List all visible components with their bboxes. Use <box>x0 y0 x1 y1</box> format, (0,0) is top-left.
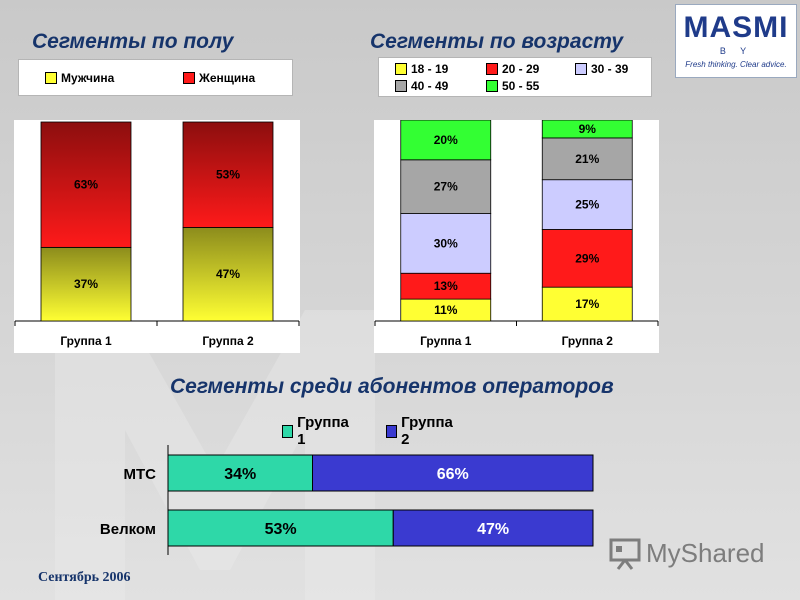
x-tick-label: Группа 1 <box>60 334 112 348</box>
myshared-watermark: MyShared <box>608 536 765 570</box>
data-label: 9% <box>579 122 597 136</box>
legend-swatch <box>183 72 195 84</box>
data-label: 66% <box>437 466 469 483</box>
age-chart: 11% 13% 30% 27% 20% Группа 1 17% 29% 25% 21% 9% Гру… <box>374 120 659 348</box>
legend-label: 30 - 39 <box>591 62 629 76</box>
legend-swatch <box>386 424 398 438</box>
bar-segment <box>541 137 633 181</box>
legend-item-group2: Группа 2 <box>386 414 455 448</box>
bar-segment <box>312 454 594 492</box>
logo-sub: B Y <box>719 46 753 56</box>
data-label: 20% <box>434 133 458 147</box>
y-tick-label: МТС <box>124 466 157 483</box>
presentation-icon <box>609 538 641 570</box>
data-label: 29% <box>575 251 599 265</box>
legend-item-group1: Группа 1 <box>282 414 351 448</box>
legend-label: 20 - 29 <box>502 62 540 76</box>
legend-swatch <box>395 63 407 75</box>
data-label: 53% <box>216 168 240 182</box>
y-tick-label: Велком <box>100 521 156 538</box>
legend-item-18-19: 18 - 19 <box>395 62 448 76</box>
bar-segment <box>541 179 633 230</box>
footer-date: Сентябрь 2006 <box>38 570 131 585</box>
bar-segment <box>400 120 492 161</box>
bar-segment <box>541 120 633 139</box>
legend-item-male: Мужчина <box>45 71 114 85</box>
bar-segment <box>182 227 274 322</box>
gender-legend: Мужчина Женщина <box>18 59 293 96</box>
data-label: 37% <box>74 277 98 291</box>
legend-item-50-55: 50 - 55 <box>486 79 539 93</box>
logo-tagline: Fresh thinking. Clear advice. <box>685 60 787 69</box>
bar-segment <box>400 159 492 214</box>
operators-chart: 34% 66% МТС 53% 47% Велком <box>100 445 594 555</box>
data-label: 13% <box>434 279 458 293</box>
logo-brand: MASMI <box>683 11 789 44</box>
legend-label: Женщина <box>199 71 256 85</box>
legend-label: Группа 1 <box>297 414 349 448</box>
data-label: 25% <box>575 198 599 212</box>
legend-item-20-29: 20 - 29 <box>486 62 539 76</box>
data-label: 47% <box>477 521 509 538</box>
bar-segment <box>182 121 274 228</box>
bar-segment <box>392 509 594 547</box>
bar-segment <box>400 272 492 300</box>
legend-item-female: Женщина <box>183 71 255 85</box>
watermark-text: MyShared <box>646 537 765 568</box>
masmi-logo: MASMI B Y Fresh thinking. Clear advice. <box>675 4 797 78</box>
x-tick-label: Группа 2 <box>202 334 254 348</box>
legend-item-30-39: 30 - 39 <box>575 62 628 76</box>
age-legend: 18 - 19 20 - 29 30 - 39 40 - 49 50 - 55 <box>378 57 652 97</box>
data-label: 17% <box>575 297 599 311</box>
data-label: 30% <box>434 236 458 250</box>
data-label: 53% <box>265 521 297 538</box>
bar-segment <box>40 246 132 322</box>
bar-segment <box>541 229 633 288</box>
data-label: 27% <box>434 180 458 194</box>
bar-segment <box>541 286 633 322</box>
data-label: 34% <box>224 466 256 483</box>
legend-label: Мужчина <box>61 71 115 85</box>
legend-label: 50 - 55 <box>502 79 540 93</box>
data-label: 11% <box>434 303 458 317</box>
x-tick-label: Группа 1 <box>420 334 472 348</box>
legend-label: 18 - 19 <box>411 62 449 76</box>
x-tick-label: Группа 2 <box>562 334 614 348</box>
age-chart-title: Сегменты по возрасту <box>370 30 624 53</box>
bar-segment <box>40 121 132 248</box>
data-label: 47% <box>216 267 240 281</box>
legend-label: 40 - 49 <box>411 79 449 93</box>
gender-chart: 37% 63% Группа 1 47% 53% Группа 2 <box>14 121 300 348</box>
gender-chart-title: Сегменты по полу <box>32 30 234 53</box>
legend-swatch <box>282 424 294 438</box>
legend-swatch <box>45 72 57 84</box>
legend-label: Группа 2 <box>401 414 453 448</box>
data-label: 21% <box>575 152 599 166</box>
data-label: 63% <box>74 178 98 192</box>
operators-chart-title: Сегменты среди абонентов операторов <box>170 375 614 398</box>
legend-swatch <box>395 80 407 92</box>
legend-item-40-49: 40 - 49 <box>395 79 448 93</box>
background-m-watermark <box>55 310 375 600</box>
legend-swatch <box>486 80 498 92</box>
legend-swatch <box>575 63 587 75</box>
legend-swatch <box>486 63 498 75</box>
